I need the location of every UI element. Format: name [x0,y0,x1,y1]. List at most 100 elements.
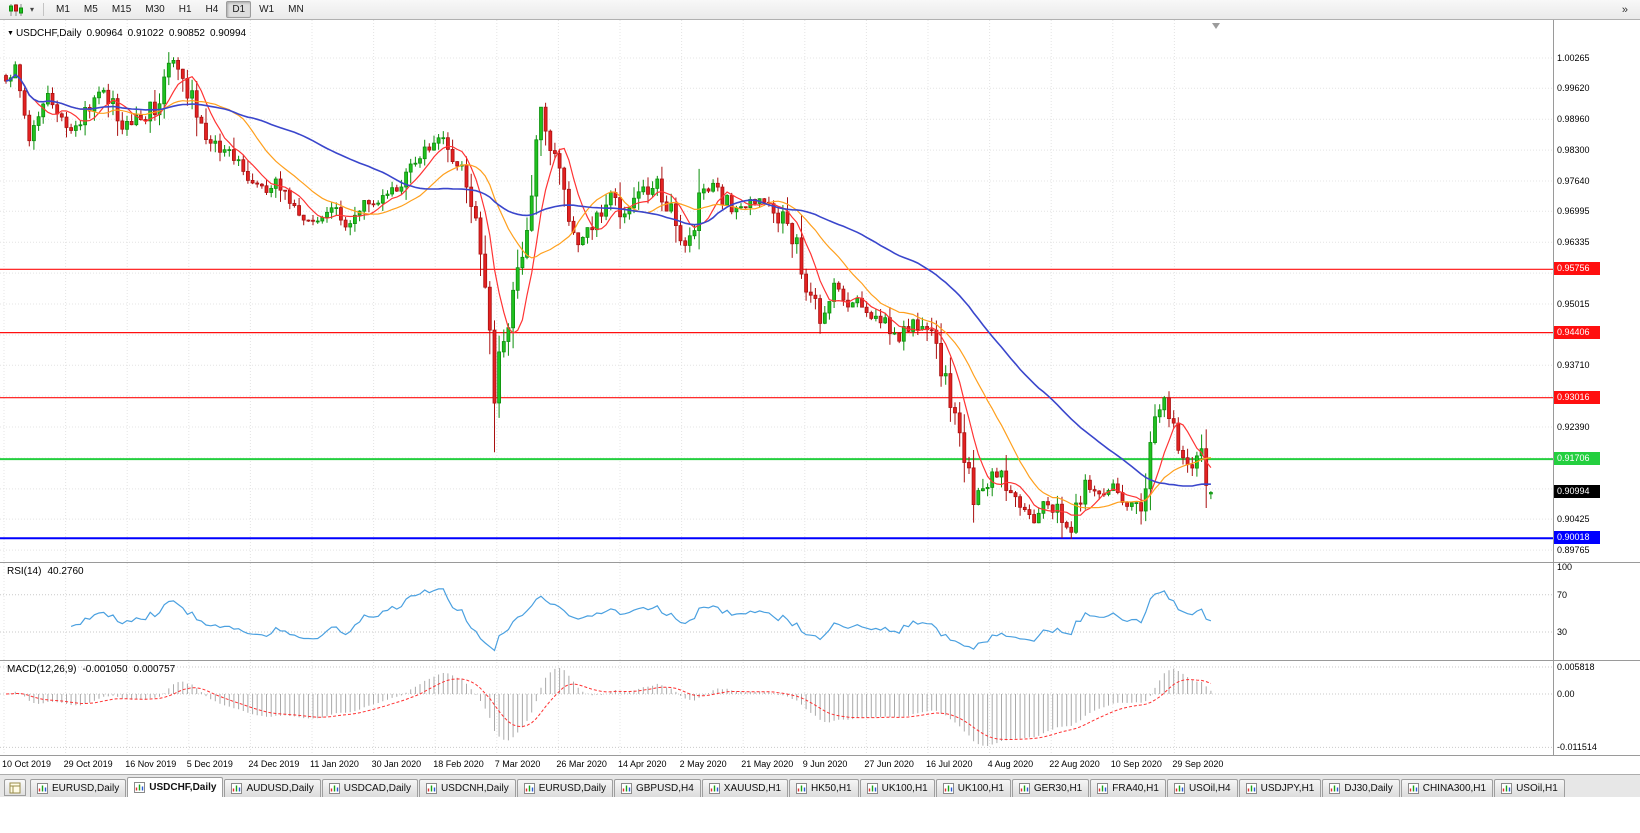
date-axis-label: 30 Jan 2020 [371,759,422,769]
chart-type-dropdown-icon[interactable]: ▾ [29,5,34,14]
chart-tab-hk50-h1[interactable]: HK50,H1 [789,779,859,797]
macd-signal-line [5,678,1212,740]
timeframe-button-h4[interactable]: H4 [200,1,225,18]
date-axis-label: 5 Dec 2019 [186,759,233,769]
date-axis-label: 4 Aug 2020 [987,759,1034,769]
tab-chart-icon [1173,783,1185,794]
tab-chart-icon [425,783,437,794]
date-axis-label: 26 Mar 2020 [556,759,607,769]
tab-chart-icon [231,783,243,794]
tab-chart-icon [1329,783,1341,794]
candles-down [4,60,1209,533]
chart-background [0,20,1640,756]
rsi-line [70,588,1212,652]
tab-chart-icon [523,783,535,794]
chart-tab-bar: EURUSD,Daily USDCHF,Daily AUDUSD,Daily USDC… [0,774,1640,797]
macd-histogram [10,668,1212,746]
tab-chart-icon [942,783,954,794]
moving-average-18 [5,73,1212,509]
date-axis-label: 29 Sep 2020 [1172,759,1224,769]
macd-value-main: -0.001050 [82,664,128,675]
chart-tab-ger30-h1[interactable]: GER30,H1 [1011,779,1090,797]
chart-tab-uk100-h1[interactable]: UK100,H1 [935,779,1011,797]
date-axis-label: 14 Apr 2020 [618,759,667,769]
tab-chart-icon [37,783,48,794]
chart-tab-dj30-daily[interactable]: DJ30,Daily [1322,779,1400,797]
tab-chart-icon [1245,783,1257,794]
tab-label: USDCNH,Daily [440,783,509,794]
tab-chart-icon [708,783,720,794]
timeframe-button-m15[interactable]: M15 [106,1,137,18]
toolbar-separator [43,3,44,16]
chart-tab-audusd-daily[interactable]: AUDUSD,Daily [224,779,321,797]
date-axis-label: 24 Dec 2019 [248,759,300,769]
tab-chart-icon [328,783,340,794]
chart-tab-china300-h1[interactable]: CHINA300,H1 [1400,779,1494,797]
date-axis-label: 16 Nov 2019 [125,759,177,769]
timeframe-button-m5[interactable]: M5 [78,1,104,18]
tab-list-icon[interactable] [4,779,26,796]
timeframe-button-w1[interactable]: W1 [253,1,280,18]
chart-tab-usdchf-daily[interactable]: USDCHF,Daily [127,777,224,797]
date-axis-label: 2 May 2020 [679,759,727,769]
chart-tab-eurusd-daily[interactable]: EURUSD,Daily [30,779,127,797]
tab-chart-icon [1501,783,1513,794]
tab-label: USDCAD,Daily [343,783,411,794]
tab-label: EURUSD,Daily [52,783,120,794]
toolbar-overflow-icon[interactable]: » [1621,3,1628,16]
tab-label: USOil,H4 [1188,783,1231,794]
tab-label: GBPUSD,H4 [635,783,694,794]
timeframe-button-d1[interactable]: D1 [226,1,252,18]
chart-tab-fra40-h1[interactable]: FRA40,H1 [1090,779,1166,797]
chart-tab-xauusd-h1[interactable]: XAUUSD,H1 [701,779,789,797]
chart-tab-eurusd-daily[interactable]: EURUSD,Daily [516,779,613,797]
tab-label: GER30,H1 [1033,783,1083,794]
tab-chart-icon [1018,783,1030,794]
ohlc-open: 0.90964 [86,28,123,39]
chart-tab-usdcad-daily[interactable]: USDCAD,Daily [321,779,418,797]
tab-label: USDCHF,Daily [149,782,217,793]
candlestick-chart-icon[interactable] [6,2,26,18]
tab-label: XAUUSD,H1 [723,783,782,794]
tab-chart-icon [134,782,146,793]
chart-ohlc-header: ▼ USDCHF,Daily 0.90964 0.91022 0.90852 0.9099… [7,28,251,39]
price-chart-canvas[interactable] [0,20,1640,756]
date-axis-label: 22 Aug 2020 [1049,759,1100,769]
date-axis-label: 18 Feb 2020 [433,759,484,769]
chart-tab-gbpusd-h4[interactable]: GBPUSD,H4 [613,779,701,797]
chart-symbol-label: USDCHF,Daily [15,28,82,39]
timeframe-button-m1[interactable]: M1 [50,1,76,18]
date-axis-label: 9 Jun 2020 [802,759,848,769]
tab-label: UK100,H1 [957,783,1004,794]
ohlc-close: 0.90994 [209,28,247,39]
date-axis-label: 21 May 2020 [741,759,794,769]
moving-average-48 [5,73,1211,487]
chart-tab-usdjpy-h1[interactable]: USDJPY,H1 [1238,779,1322,797]
tab-label: CHINA300,H1 [1422,783,1487,794]
rsi-name: RSI(14) [7,566,42,577]
tab-label: UK100,H1 [881,783,928,794]
chart-tab-usdcnh-daily[interactable]: USDCNH,Daily [418,779,516,797]
date-axis-label: 10 Sep 2020 [1110,759,1162,769]
timeframe-button-m30[interactable]: M30 [139,1,170,18]
chart-shift-marker [1212,23,1220,29]
macd-indicator-label: MACD(12,26,9) -0.001050 0.000757 [7,664,181,675]
ohlc-low: 0.90852 [168,28,205,39]
date-axis-label: 27 Jun 2020 [864,759,914,769]
rsi-value: 40.2760 [47,566,84,577]
tab-label: EURUSD,Daily [538,783,606,794]
timeframe-button-h1[interactable]: H1 [173,1,198,18]
chart-tab-usoil-h4[interactable]: USOil,H4 [1166,779,1238,797]
chart-tab-usoil-h1[interactable]: USOil,H1 [1494,779,1565,797]
footer-blank [0,797,1640,833]
date-axis: 10 Oct 2019 29 Oct 2019 16 Nov 2019 5 Dec 2… [0,756,1640,774]
date-axis-label: 7 Mar 2020 [494,759,541,769]
chart-tab-uk100-h1[interactable]: UK100,H1 [859,779,935,797]
tab-chart-icon [1407,783,1419,794]
tab-label: HK50,H1 [811,783,852,794]
timeframe-button-mn[interactable]: MN [282,1,310,18]
tab-label: DJ30,Daily [1344,783,1393,794]
moving-average-7 [5,73,1212,516]
tab-label: USDJPY,H1 [1260,783,1315,794]
